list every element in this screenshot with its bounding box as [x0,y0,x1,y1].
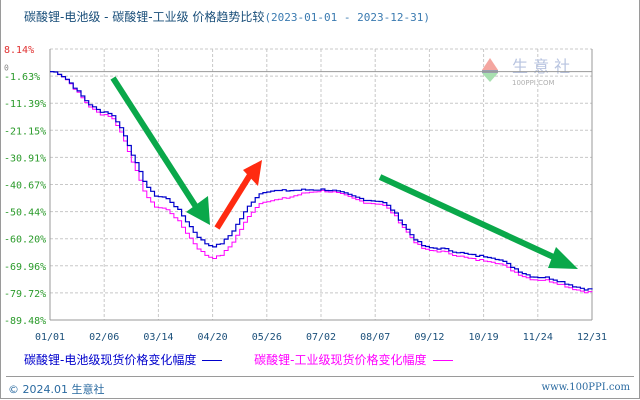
legend-series1-label: 碳酸锂-电池级现货价格变化幅度 [24,353,197,367]
logo-up-triangle-icon [482,58,498,70]
svg-text:生 意 社: 生 意 社 [512,57,570,76]
footer-divider [6,376,634,377]
svg-text:8.14%: 8.14% [4,45,34,56]
svg-text:07/02: 07/02 [306,332,336,343]
svg-text:-21.15%: -21.15% [4,126,46,137]
svg-text:05/26: 05/26 [252,332,282,343]
axes [49,49,593,321]
date-range: (2023-01-01 - 2023-12-31) [264,11,431,24]
svg-text:0: 0 [4,64,9,73]
arrow-down-2-icon [378,174,578,269]
svg-text:-89.48%: -89.48% [4,316,46,327]
svg-text:-11.39%: -11.39% [4,99,46,110]
grid-lines [50,48,592,321]
logo-down-triangle-icon [482,73,498,82]
svg-text:-50.44%: -50.44% [4,208,46,219]
legend: 碳酸锂-电池级现货价格变化幅度 碳酸锂-工业级现货价格变化幅度 [24,351,453,368]
svg-text:-30.91%: -30.91% [4,153,46,164]
svg-text:-1.63%: -1.63% [4,72,40,83]
series-industrial-grade-line [50,71,593,294]
arrow-up-icon [214,160,262,230]
x-axis-labels: 01/01 02/06 03/14 04/20 05/26 07/02 08/07 09/12… [35,332,607,343]
svg-text:08/07: 08/07 [360,332,390,343]
svg-text:11/24: 11/24 [523,332,553,343]
chart-title: 碳酸锂-电池级 - 碳酸锂-工业级 价格趋势比较(2023-01-01 - 20… [24,8,430,25]
arrow-down-1-icon [110,76,210,225]
svg-text:01/01: 01/01 [35,332,65,343]
svg-text:02/06: 02/06 [89,332,119,343]
legend-series2-label: 碳酸锂-工业级现货价格变化幅度 [254,353,427,367]
svg-text:04/20: 04/20 [198,332,228,343]
series-battery-grade-line [50,70,593,291]
legend-series1-swatch [202,360,223,361]
svg-text:-69.96%: -69.96% [4,262,46,273]
svg-text:09/12: 09/12 [414,332,444,343]
svg-text:03/14: 03/14 [143,332,173,343]
svg-text:-60.20%: -60.20% [4,235,46,246]
site-link[interactable]: www.100PPI.com [541,382,630,393]
legend-series2-swatch [432,360,453,361]
svg-text:12/31: 12/31 [577,332,607,343]
copyright: © 2024.01 生意社 [8,383,105,396]
svg-text:-79.72%: -79.72% [4,289,46,300]
svg-text:10/19: 10/19 [469,332,499,343]
title-text: 碳酸锂-电池级 - 碳酸锂-工业级 价格趋势比较 [24,10,265,24]
y-axis-labels: 8.14% -1.63% -11.39% -21.15% -30.91% -40.67% -… [4,45,46,327]
svg-text:100PPI.COM: 100PPI.COM [512,79,555,87]
svg-text:-40.67%: -40.67% [4,181,46,192]
